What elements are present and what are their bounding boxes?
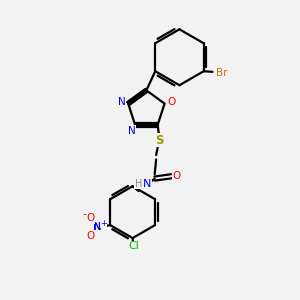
Text: O: O: [172, 171, 181, 181]
Text: Cl: Cl: [129, 241, 140, 251]
Text: N: N: [143, 179, 152, 190]
Text: +: +: [100, 218, 107, 227]
Text: N: N: [128, 126, 136, 136]
Text: O: O: [86, 231, 94, 241]
Text: O: O: [167, 97, 175, 107]
Text: -: -: [82, 209, 86, 219]
Text: Br: Br: [216, 68, 227, 78]
Text: N: N: [118, 97, 126, 107]
Text: O: O: [86, 213, 94, 223]
Text: H: H: [135, 178, 142, 189]
Text: S: S: [155, 134, 164, 147]
Text: N: N: [92, 222, 101, 232]
